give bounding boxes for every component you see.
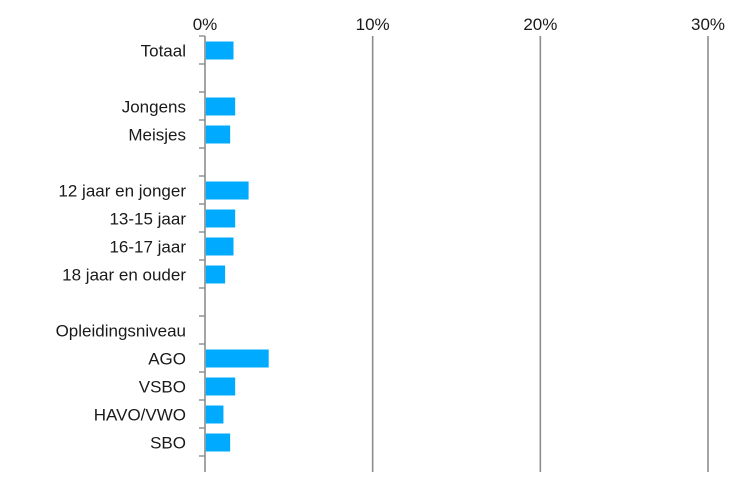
category-axis <box>199 35 206 472</box>
bar <box>205 265 226 284</box>
category-labels: Totaal Jongens Meisjes 12 jaar en jonger 13-… <box>56 42 187 453</box>
category-label: AGO <box>148 350 186 369</box>
category-label: HAVO/VWO <box>94 406 186 425</box>
category-label: Jongens <box>122 98 186 117</box>
bar <box>205 377 236 396</box>
category-label: 18 jaar en ouder <box>62 266 186 285</box>
bar <box>205 181 249 200</box>
grid-lines <box>371 36 709 472</box>
bar <box>205 97 236 116</box>
bar <box>205 41 234 60</box>
x-tick-label: 30% <box>691 15 725 34</box>
bar <box>205 125 231 144</box>
category-label: 12 jaar en jonger <box>58 182 186 201</box>
category-label: Totaal <box>141 42 186 61</box>
x-tick-label: 10% <box>356 15 390 34</box>
bar <box>205 349 269 368</box>
category-label: Opleidingsniveau <box>56 322 186 341</box>
x-tick-labels: 0% 10% 20% 30% <box>193 15 725 34</box>
bar <box>205 237 234 256</box>
bar <box>205 405 224 424</box>
category-label: 13-15 jaar <box>109 210 186 229</box>
bar <box>205 433 231 452</box>
category-label: SBO <box>150 434 186 453</box>
category-label: VSBO <box>139 378 186 397</box>
bars <box>205 41 269 452</box>
bar <box>205 209 236 228</box>
category-label: Meisjes <box>128 126 186 145</box>
x-tick-label: 20% <box>523 15 557 34</box>
category-label: 16-17 jaar <box>109 238 186 257</box>
x-tick-label: 0% <box>193 15 218 34</box>
